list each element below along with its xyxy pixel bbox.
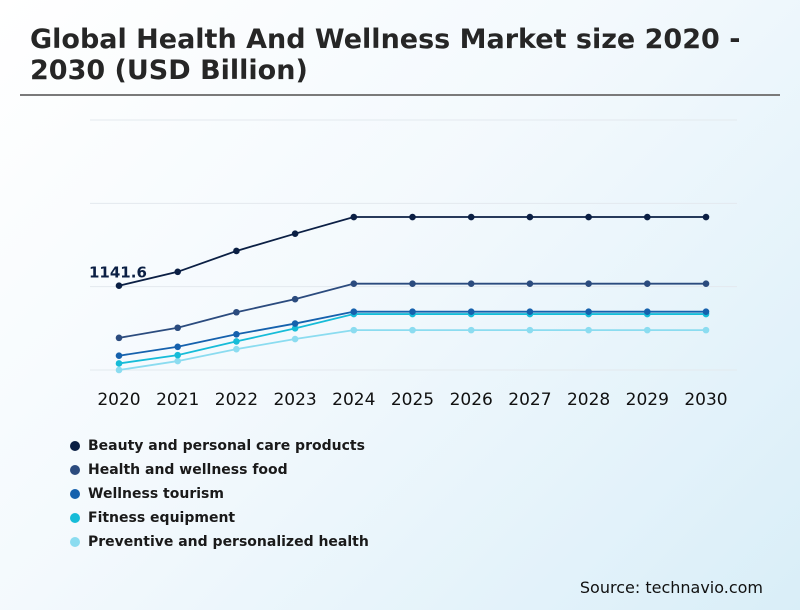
x-tick-label: 2030 [684, 390, 727, 410]
data-point [644, 213, 651, 221]
legend-label: Preventive and personalized health [88, 534, 369, 550]
legend-marker [70, 513, 80, 523]
data-point [350, 213, 358, 221]
x-tick-label: 2022 [215, 390, 258, 410]
x-tick-label: 2028 [567, 390, 610, 410]
data-point [702, 280, 710, 287]
data-point [350, 280, 358, 287]
x-axis-ticks: 2020 2021 2022 2023 2024 2025 2026 2027 2028 2029… [97, 390, 727, 410]
data-point [467, 326, 475, 334]
legend-marker [70, 537, 80, 547]
data-point [233, 247, 240, 255]
series-lines [118, 216, 706, 371]
legend-label: Fitness equipment [88, 510, 236, 526]
data-point [174, 324, 181, 332]
series-line [118, 313, 706, 365]
data-point [233, 338, 240, 345]
x-tick-label: 2023 [273, 390, 316, 410]
data-point [409, 326, 416, 334]
legend-label: Wellness tourism [88, 486, 224, 502]
data-point [350, 326, 358, 334]
data-point [526, 280, 534, 287]
data-point [585, 308, 592, 315]
series-line [118, 216, 706, 287]
title-divider [20, 94, 780, 96]
data-point [585, 280, 592, 287]
x-tick-label: 2029 [626, 390, 669, 410]
data-point [526, 308, 534, 315]
data-point [644, 280, 651, 287]
data-point [115, 352, 123, 360]
data-point [115, 360, 123, 367]
data-point [115, 366, 123, 374]
data-label: 1141.6 [89, 264, 147, 282]
x-tick-label: 2027 [508, 390, 551, 410]
data-point [291, 230, 299, 237]
legend-item: Beauty and personal care products [70, 434, 369, 458]
x-tick-label: 2020 [97, 390, 140, 410]
data-point [291, 320, 299, 327]
data-point [233, 345, 240, 353]
data-point [644, 326, 651, 334]
data-point [702, 213, 710, 221]
x-tick-label: 2024 [332, 390, 375, 410]
data-point [174, 343, 181, 351]
legend: Beauty and personal care products Health … [70, 434, 369, 554]
data-point [291, 295, 299, 303]
data-point [115, 334, 123, 342]
x-tick-label: 2026 [450, 390, 493, 410]
data-point [174, 351, 181, 359]
data-point [115, 282, 123, 290]
legend-item: Preventive and personalized health [70, 530, 369, 554]
legend-marker [70, 465, 80, 475]
legend-item: Health and wellness food [70, 458, 369, 482]
series-line [118, 329, 706, 371]
data-point [409, 213, 416, 221]
annotations: 1141.6 [89, 264, 147, 282]
data-point [644, 308, 651, 315]
data-point [174, 268, 181, 276]
data-point [526, 326, 534, 334]
data-point [291, 335, 299, 343]
x-tick-label: 2025 [391, 390, 434, 410]
legend-item: Fitness equipment [70, 506, 369, 530]
data-point [585, 213, 592, 221]
legend-label: Beauty and personal care products [88, 438, 365, 454]
legend-label: Health and wellness food [88, 462, 288, 478]
legend-marker [70, 441, 80, 451]
data-point [174, 357, 181, 365]
data-point [350, 308, 358, 315]
legend-marker [70, 489, 80, 499]
data-point [291, 325, 299, 332]
chart-title: Global Health And Wellness Market size 2… [30, 24, 741, 86]
data-point [702, 308, 710, 315]
data-point [467, 308, 475, 315]
data-point [233, 330, 240, 338]
data-point [467, 213, 475, 221]
line-chart: 2020 2021 2022 2023 2024 2025 2026 2027 2028 2029… [89, 119, 737, 410]
data-point [409, 280, 416, 287]
data-point [467, 280, 475, 287]
data-point [233, 308, 240, 316]
data-points [115, 213, 710, 374]
data-point [526, 213, 534, 221]
data-point [409, 308, 416, 315]
legend-item: Wellness tourism [70, 482, 369, 506]
x-tick-label: 2021 [156, 390, 199, 410]
source-note: Source: technavio.com [579, 578, 763, 597]
data-point [702, 326, 710, 334]
data-point [585, 326, 592, 334]
